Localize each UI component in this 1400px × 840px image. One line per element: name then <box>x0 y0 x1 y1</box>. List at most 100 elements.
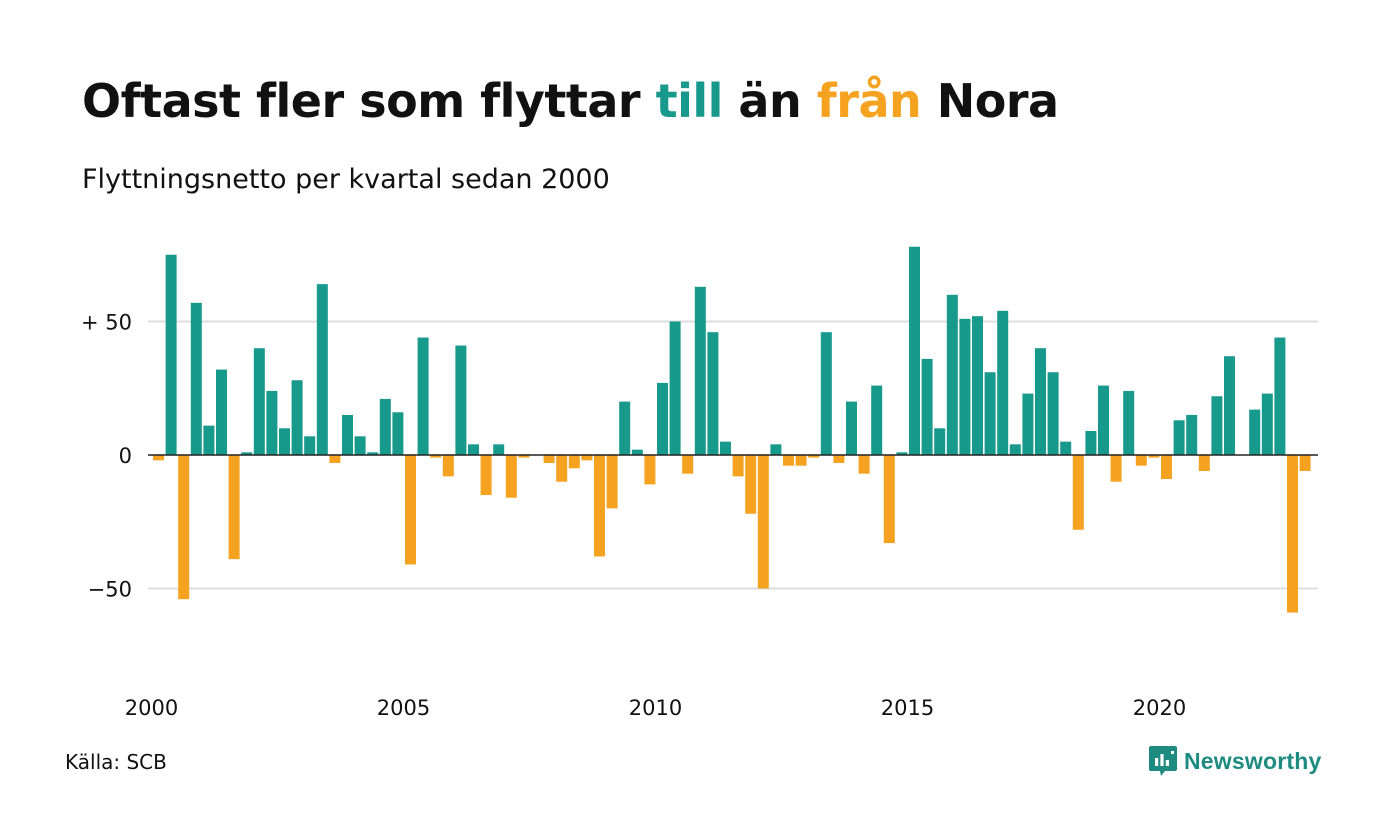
bar <box>1148 455 1160 458</box>
x-tick-label: 2000 <box>125 696 178 720</box>
x-tick-label: 2010 <box>629 696 682 720</box>
bar <box>1123 390 1135 455</box>
bar <box>468 444 479 455</box>
bar <box>619 401 631 455</box>
bar <box>1047 372 1059 455</box>
bar <box>606 455 618 509</box>
bar <box>342 414 353 455</box>
bar <box>216 369 227 455</box>
chart-title: Oftast fler som flyttar till än från Nor… <box>82 74 1059 128</box>
bar <box>203 425 215 455</box>
bar <box>405 455 416 565</box>
bar <box>354 436 366 455</box>
bar <box>959 318 971 455</box>
newsworthy-logo-icon <box>1149 746 1177 776</box>
x-tick-label: 2015 <box>881 696 934 720</box>
bar <box>972 316 983 455</box>
bar <box>1035 348 1046 455</box>
bar <box>682 455 694 474</box>
bar <box>720 441 731 455</box>
bar <box>543 455 555 464</box>
grid-lines <box>148 320 1318 590</box>
bar <box>392 412 404 455</box>
bar <box>279 428 290 455</box>
bar <box>1060 441 1072 455</box>
bar <box>732 455 744 477</box>
bars <box>153 246 1311 613</box>
bar <box>770 444 782 455</box>
bar <box>921 358 933 455</box>
bar <box>846 401 857 455</box>
bar <box>266 390 278 455</box>
chart-subtitle: Flyttningsnetto per kvartal sedan 2000 <box>82 164 610 195</box>
bar <box>644 455 656 485</box>
bar <box>833 455 845 464</box>
bar <box>694 286 706 455</box>
bar <box>241 452 253 455</box>
bar <box>417 337 429 455</box>
bar <box>1198 455 1210 472</box>
bar <box>1085 430 1097 455</box>
bar <box>493 444 505 455</box>
bar <box>1299 455 1311 472</box>
bar <box>455 345 467 455</box>
bar <box>304 436 316 455</box>
bar <box>820 332 832 455</box>
bar-chart: + 50 0 −50 2000 2005 2010 2015 2020 <box>81 246 1318 720</box>
bar <box>228 455 240 560</box>
x-tick-label: 2005 <box>377 696 430 720</box>
bar <box>1186 414 1198 455</box>
bar <box>367 452 379 455</box>
bar <box>808 455 820 458</box>
bar <box>1287 455 1298 613</box>
title-part-1: Oftast fler som flyttar <box>82 74 656 128</box>
bar <box>430 455 442 458</box>
y-axis-labels: + 50 0 −50 <box>81 311 132 602</box>
bar <box>871 385 883 455</box>
x-tick-label: 2020 <box>1133 696 1186 720</box>
bar <box>946 294 958 455</box>
bar <box>909 246 920 455</box>
bar <box>1022 393 1034 455</box>
bar <box>253 348 265 455</box>
bar <box>795 455 807 466</box>
bar <box>568 455 580 469</box>
bar <box>190 302 202 455</box>
bar <box>291 380 303 455</box>
bar <box>442 455 454 477</box>
bar <box>153 455 164 461</box>
x-axis-labels: 2000 2005 2010 2015 2020 <box>125 696 1186 720</box>
bar <box>896 452 908 455</box>
bar <box>329 455 341 464</box>
bar <box>178 455 190 600</box>
bar <box>1098 385 1109 455</box>
y-tick-label: −50 <box>88 578 132 602</box>
bar <box>707 332 719 455</box>
bar <box>165 254 177 455</box>
y-tick-label: 0 <box>119 444 132 468</box>
bar <box>883 455 895 544</box>
bar <box>505 455 517 498</box>
brand-name: Newsworthy <box>1184 747 1322 774</box>
bar <box>581 455 593 461</box>
bar <box>1224 356 1235 455</box>
bar <box>1009 444 1021 455</box>
title-part-3: Nora <box>921 74 1059 128</box>
bar <box>997 310 1009 455</box>
bar <box>1274 337 1286 455</box>
bar <box>757 455 769 589</box>
title-till: till <box>655 74 724 128</box>
bar <box>669 321 681 455</box>
y-tick-label: + 50 <box>81 311 132 335</box>
bar <box>1173 420 1185 455</box>
bar <box>379 398 391 455</box>
bar <box>1261 393 1273 455</box>
bar <box>1161 455 1172 480</box>
title-fran: från <box>816 74 922 128</box>
bar <box>934 428 946 455</box>
bar <box>631 449 643 455</box>
bar <box>480 455 492 496</box>
bar <box>556 455 568 482</box>
brand-logo[interactable]: Newsworthy <box>1148 744 1321 778</box>
bar <box>594 455 605 557</box>
